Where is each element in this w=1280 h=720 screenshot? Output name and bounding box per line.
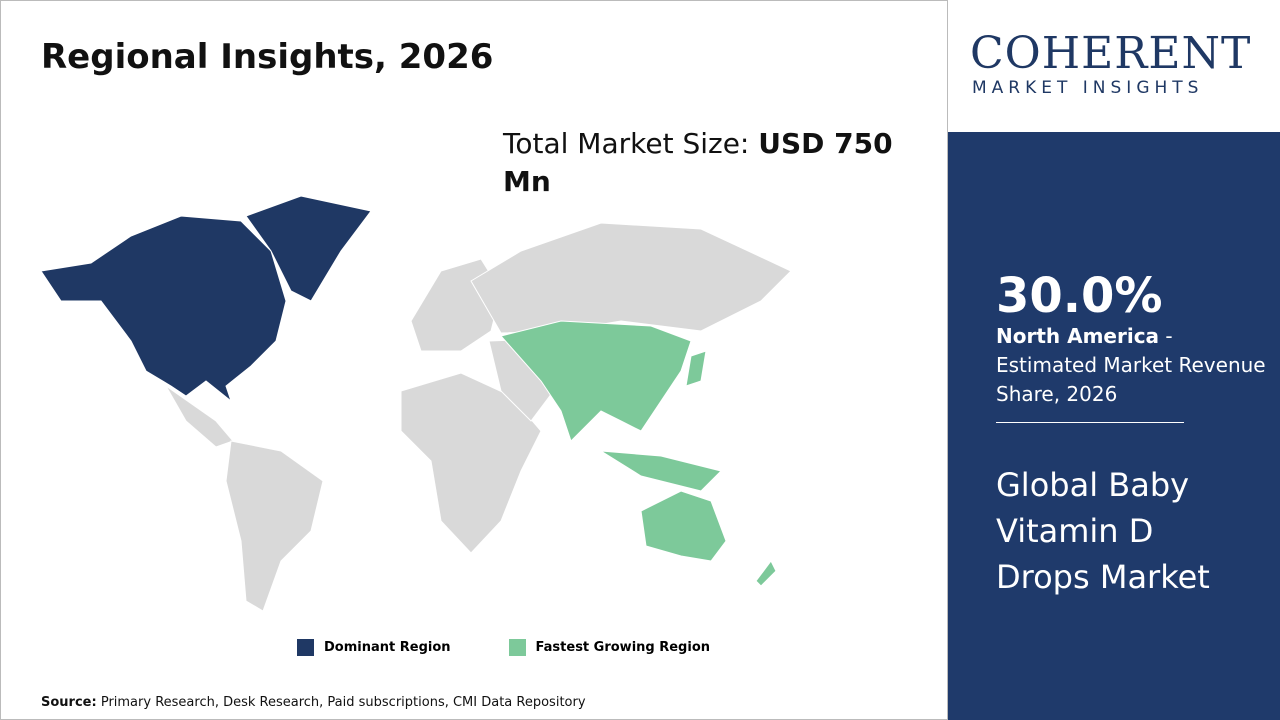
logo-name: COHERENT xyxy=(970,28,1252,79)
sidebar: 30.0% North America - Estimated Market R… xyxy=(948,132,1280,720)
map-panel: Regional Insights, 2026 Total Market Siz… xyxy=(0,0,948,720)
south-america xyxy=(225,440,324,612)
australia xyxy=(640,490,727,562)
share-value: 30.0% xyxy=(996,268,1163,324)
north-america xyxy=(40,215,287,403)
indonesia xyxy=(600,450,722,492)
description: - Estimated Market Revenue Share, 2026 xyxy=(996,324,1266,406)
market-size: Total Market Size: USD 750 Mn xyxy=(503,125,903,201)
legend-item: Fastest Growing Region xyxy=(508,639,711,656)
source-text: Primary Research, Desk Research, Paid su… xyxy=(100,695,586,710)
greenland xyxy=(245,195,372,302)
japan xyxy=(685,350,707,387)
africa xyxy=(400,372,542,554)
legend-swatch xyxy=(297,639,314,656)
new-zealand xyxy=(755,560,777,587)
world-map xyxy=(40,195,792,612)
legend-label: Dominant Region xyxy=(324,640,451,655)
market-size-value: USD 750 Mn xyxy=(503,127,893,198)
russia xyxy=(470,222,792,334)
share-description: North America - Estimated Market Revenue… xyxy=(996,322,1266,409)
asia xyxy=(500,320,692,442)
source-label: Source: xyxy=(41,695,97,710)
divider xyxy=(996,422,1184,423)
title: Regional Insights, 2026 xyxy=(41,37,494,77)
legend-swatch xyxy=(508,639,526,656)
legend: Dominant Region Fastest Growing Region xyxy=(297,639,710,656)
legend-item: Dominant Region xyxy=(297,639,451,656)
region-name: North America xyxy=(996,324,1160,348)
market-name: Global Baby Vitamin D Drops Market xyxy=(996,466,1210,596)
central-america xyxy=(165,385,234,448)
logo: COHERENT MARKET INSIGHTS xyxy=(948,0,1280,130)
legend-label: Fastest Growing Region xyxy=(535,640,711,655)
market-size-label: Total Market Size: xyxy=(503,127,750,160)
source: Source: Primary Research, Desk Research,… xyxy=(41,695,586,710)
logo-tagline: MARKET INSIGHTS xyxy=(972,78,1204,98)
